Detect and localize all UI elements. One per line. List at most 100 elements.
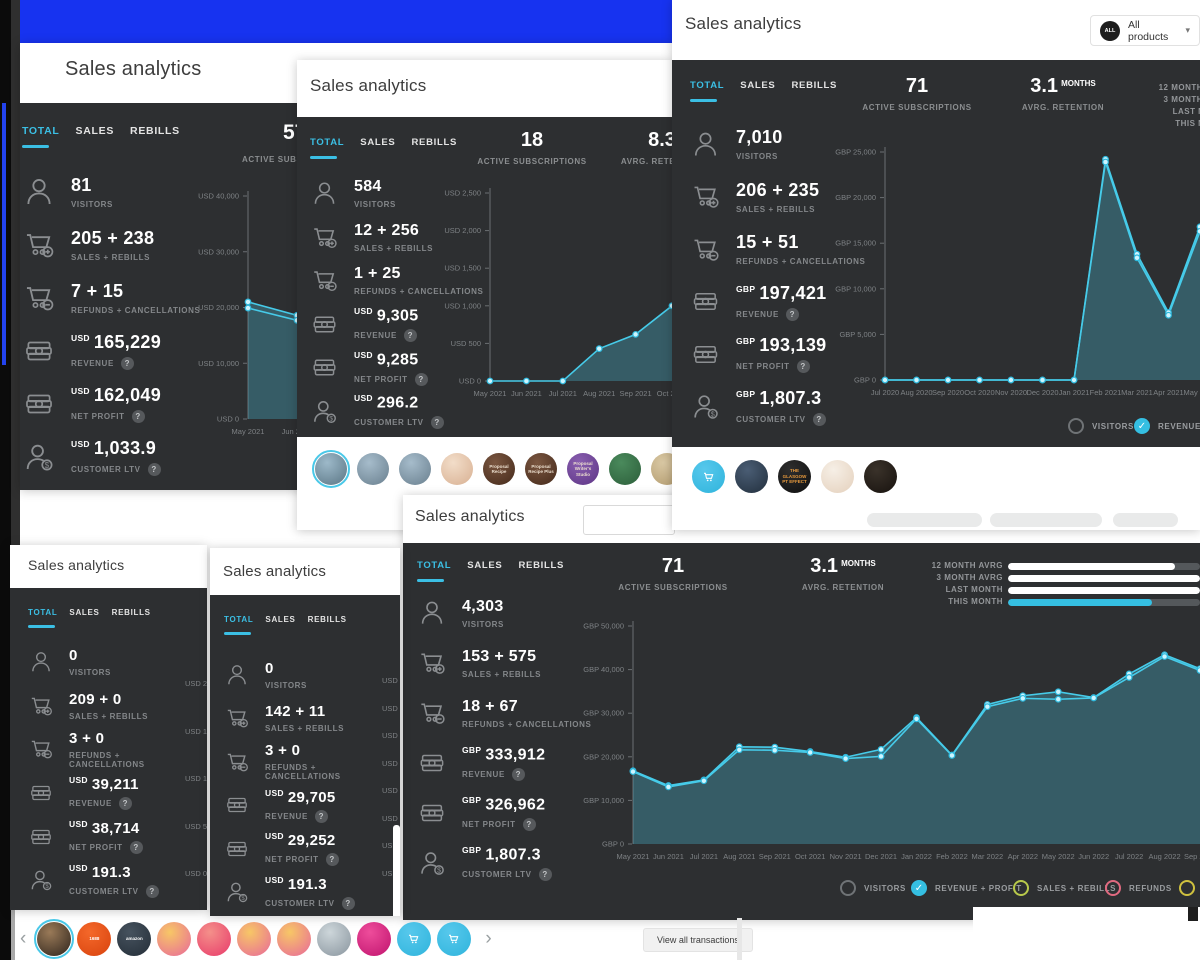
- svg-text:Nov 2021: Nov 2021: [830, 852, 862, 861]
- help-icon[interactable]: ?: [430, 416, 444, 430]
- legend-toggle-visitors[interactable]: VISITORS: [1068, 418, 1134, 434]
- stat-value: USD 162,049: [71, 384, 162, 405]
- tab-rebills[interactable]: REBILLS: [307, 615, 347, 624]
- help-icon[interactable]: ?: [147, 462, 161, 476]
- tab-total[interactable]: TOTAL: [417, 560, 451, 582]
- product-avatar[interactable]: [157, 922, 192, 956]
- chevron-left-icon[interactable]: ‹: [20, 928, 27, 949]
- person-dollar-icon: [28, 867, 54, 893]
- product-avatar[interactable]: THE GLASGOW PT EFFECT: [778, 460, 811, 493]
- product-avatar[interactable]: [317, 922, 352, 956]
- page-title: Sales analytics: [310, 76, 427, 95]
- legend-toggle-extra[interactable]: [1179, 880, 1195, 896]
- help-icon[interactable]: ?: [538, 868, 552, 882]
- cart-minus-icon: [28, 736, 54, 762]
- product-avatar[interactable]: 1688: [77, 922, 112, 956]
- product-avatar[interactable]: [357, 922, 392, 956]
- stat-label: SALES + REBILLS: [736, 204, 816, 214]
- product-avatar[interactable]: [864, 460, 897, 493]
- svg-text:Sep 2021: Sep 2021: [759, 852, 791, 861]
- help-icon[interactable]: ?: [403, 329, 417, 343]
- retention-bar: [1008, 587, 1200, 594]
- product-avatar[interactable]: [357, 453, 389, 485]
- tab-sales[interactable]: SALES: [265, 615, 296, 624]
- stat-value: USD 29,252: [265, 831, 336, 850]
- help-icon[interactable]: ?: [785, 307, 799, 321]
- help-icon[interactable]: ?: [341, 896, 355, 910]
- tab-sales[interactable]: SALES: [740, 80, 776, 91]
- money-icon: [22, 334, 56, 368]
- legend-toggle-visitors[interactable]: VISITORS: [840, 880, 906, 896]
- product-avatar[interactable]: Proposal Writer's Studio: [567, 453, 599, 485]
- product-avatar[interactable]: [609, 453, 641, 485]
- product-avatar[interactable]: [237, 922, 272, 956]
- tab-rebills[interactable]: REBILLS: [791, 80, 838, 91]
- help-icon[interactable]: ?: [314, 809, 328, 823]
- money-icon: [28, 780, 54, 806]
- product-avatar[interactable]: [277, 922, 312, 956]
- product-avatar[interactable]: amazon: [117, 922, 152, 956]
- stat-value: 12 + 256: [354, 221, 420, 239]
- help-icon[interactable]: ?: [129, 841, 143, 855]
- svg-text:USD 2,500: USD 2,500: [444, 189, 481, 198]
- tab-sales[interactable]: SALES: [69, 608, 100, 617]
- kpi-value: 3.1: [1030, 75, 1059, 97]
- help-icon[interactable]: ?: [812, 412, 826, 426]
- product-avatar[interactable]: Proposal Recipe Plus: [525, 453, 557, 485]
- product-avatar[interactable]: [197, 922, 232, 956]
- circle-icon: [1105, 880, 1121, 896]
- text-line: USD 20,000: [185, 679, 207, 688]
- legend-toggle-sales-rebills[interactable]: SALES + REBILLS: [1013, 880, 1116, 896]
- svg-text:Jun 2021: Jun 2021: [653, 852, 684, 861]
- product-avatar[interactable]: [821, 460, 854, 493]
- legend-toggle-revenue-profit[interactable]: ✓ REVENUE + PROFIT: [1134, 418, 1200, 434]
- stat-customer-ltv: GBP 1,807.3 CUSTOMER LTV?: [690, 381, 950, 434]
- view-all-transactions-button[interactable]: View all transactions: [643, 928, 753, 952]
- text-line: USD 10,000: [185, 774, 207, 783]
- tab-total[interactable]: TOTAL: [22, 125, 60, 148]
- tab-rebills[interactable]: REBILLS: [130, 125, 180, 137]
- stat-label: NET PROFIT?: [265, 853, 339, 867]
- legend-toggle-revenue-profit[interactable]: ✓ REVENUE + PROFIT: [911, 880, 1022, 896]
- stat-value: USD 191.3: [265, 874, 327, 893]
- scrollbar[interactable]: [393, 825, 400, 916]
- chevron-right-icon[interactable]: ›: [485, 928, 492, 949]
- tab-rebills[interactable]: REBILLS: [111, 608, 151, 617]
- avatar-label: Proposal Recipe: [489, 463, 509, 474]
- help-icon[interactable]: ?: [145, 884, 159, 898]
- help-icon[interactable]: ?: [118, 797, 132, 811]
- tab-total[interactable]: TOTAL: [310, 137, 344, 159]
- kpi-avrg-retention: 8.3 AVRG. RETENTION: [592, 129, 672, 166]
- product-avatar[interactable]: [397, 922, 432, 956]
- tab-total[interactable]: TOTAL: [224, 615, 253, 635]
- tab-rebills[interactable]: REBILLS: [411, 137, 458, 148]
- svg-text:USD 20,000: USD 20,000: [198, 303, 239, 312]
- tab-total[interactable]: TOTAL: [28, 608, 57, 628]
- product-avatar[interactable]: [441, 453, 473, 485]
- product-avatar[interactable]: [312, 450, 350, 488]
- sales-analytics-window-5: Sales analytics TOTAL SALES REBILLS 0 VISI…: [210, 548, 400, 916]
- product-avatar[interactable]: [437, 922, 472, 956]
- tab-total[interactable]: TOTAL: [690, 80, 724, 102]
- help-icon[interactable]: ?: [131, 409, 145, 423]
- stat-visitors: 584 VISITORS: [310, 172, 550, 216]
- help-icon[interactable]: ?: [796, 360, 810, 374]
- help-icon[interactable]: ?: [120, 356, 134, 370]
- product-avatar[interactable]: [34, 919, 75, 959]
- product-avatar[interactable]: Proposal Recipe: [483, 453, 515, 485]
- legend-toggle-refunds[interactable]: REFUNDS: [1105, 880, 1172, 896]
- product-filter-dropdown[interactable]: ALL All products ▾: [1090, 15, 1200, 46]
- help-icon[interactable]: ?: [522, 818, 536, 832]
- tab-sales[interactable]: SALES: [75, 125, 115, 137]
- help-icon[interactable]: ?: [414, 372, 428, 386]
- tab-sales[interactable]: SALES: [467, 560, 503, 571]
- tab-sales[interactable]: SALES: [360, 137, 396, 148]
- help-icon[interactable]: ?: [325, 853, 339, 867]
- stat-value: 0: [69, 646, 78, 664]
- product-avatar[interactable]: [735, 460, 768, 493]
- stat-label: REFUNDS + CANCELLATIONS: [354, 287, 484, 297]
- help-icon[interactable]: ?: [511, 768, 525, 782]
- product-avatar[interactable]: [399, 453, 431, 485]
- tab-rebills[interactable]: REBILLS: [518, 560, 565, 571]
- product-avatar[interactable]: [692, 460, 725, 493]
